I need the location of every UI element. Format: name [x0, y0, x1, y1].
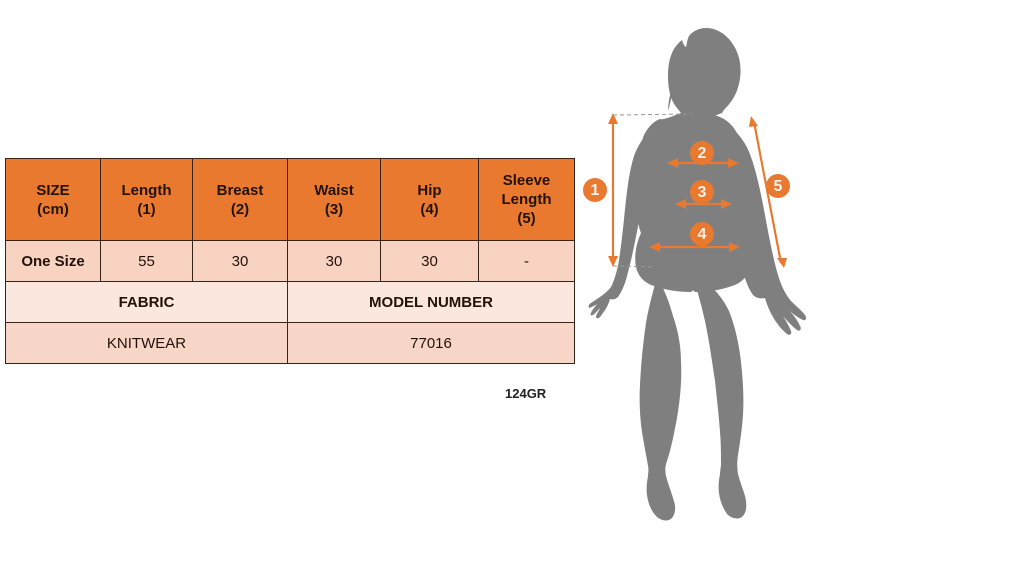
svg-text:4: 4: [698, 226, 707, 243]
svg-text:1: 1: [591, 182, 600, 199]
svg-text:5: 5: [774, 178, 783, 195]
svg-text:3: 3: [698, 184, 707, 201]
svg-text:2: 2: [698, 145, 707, 162]
